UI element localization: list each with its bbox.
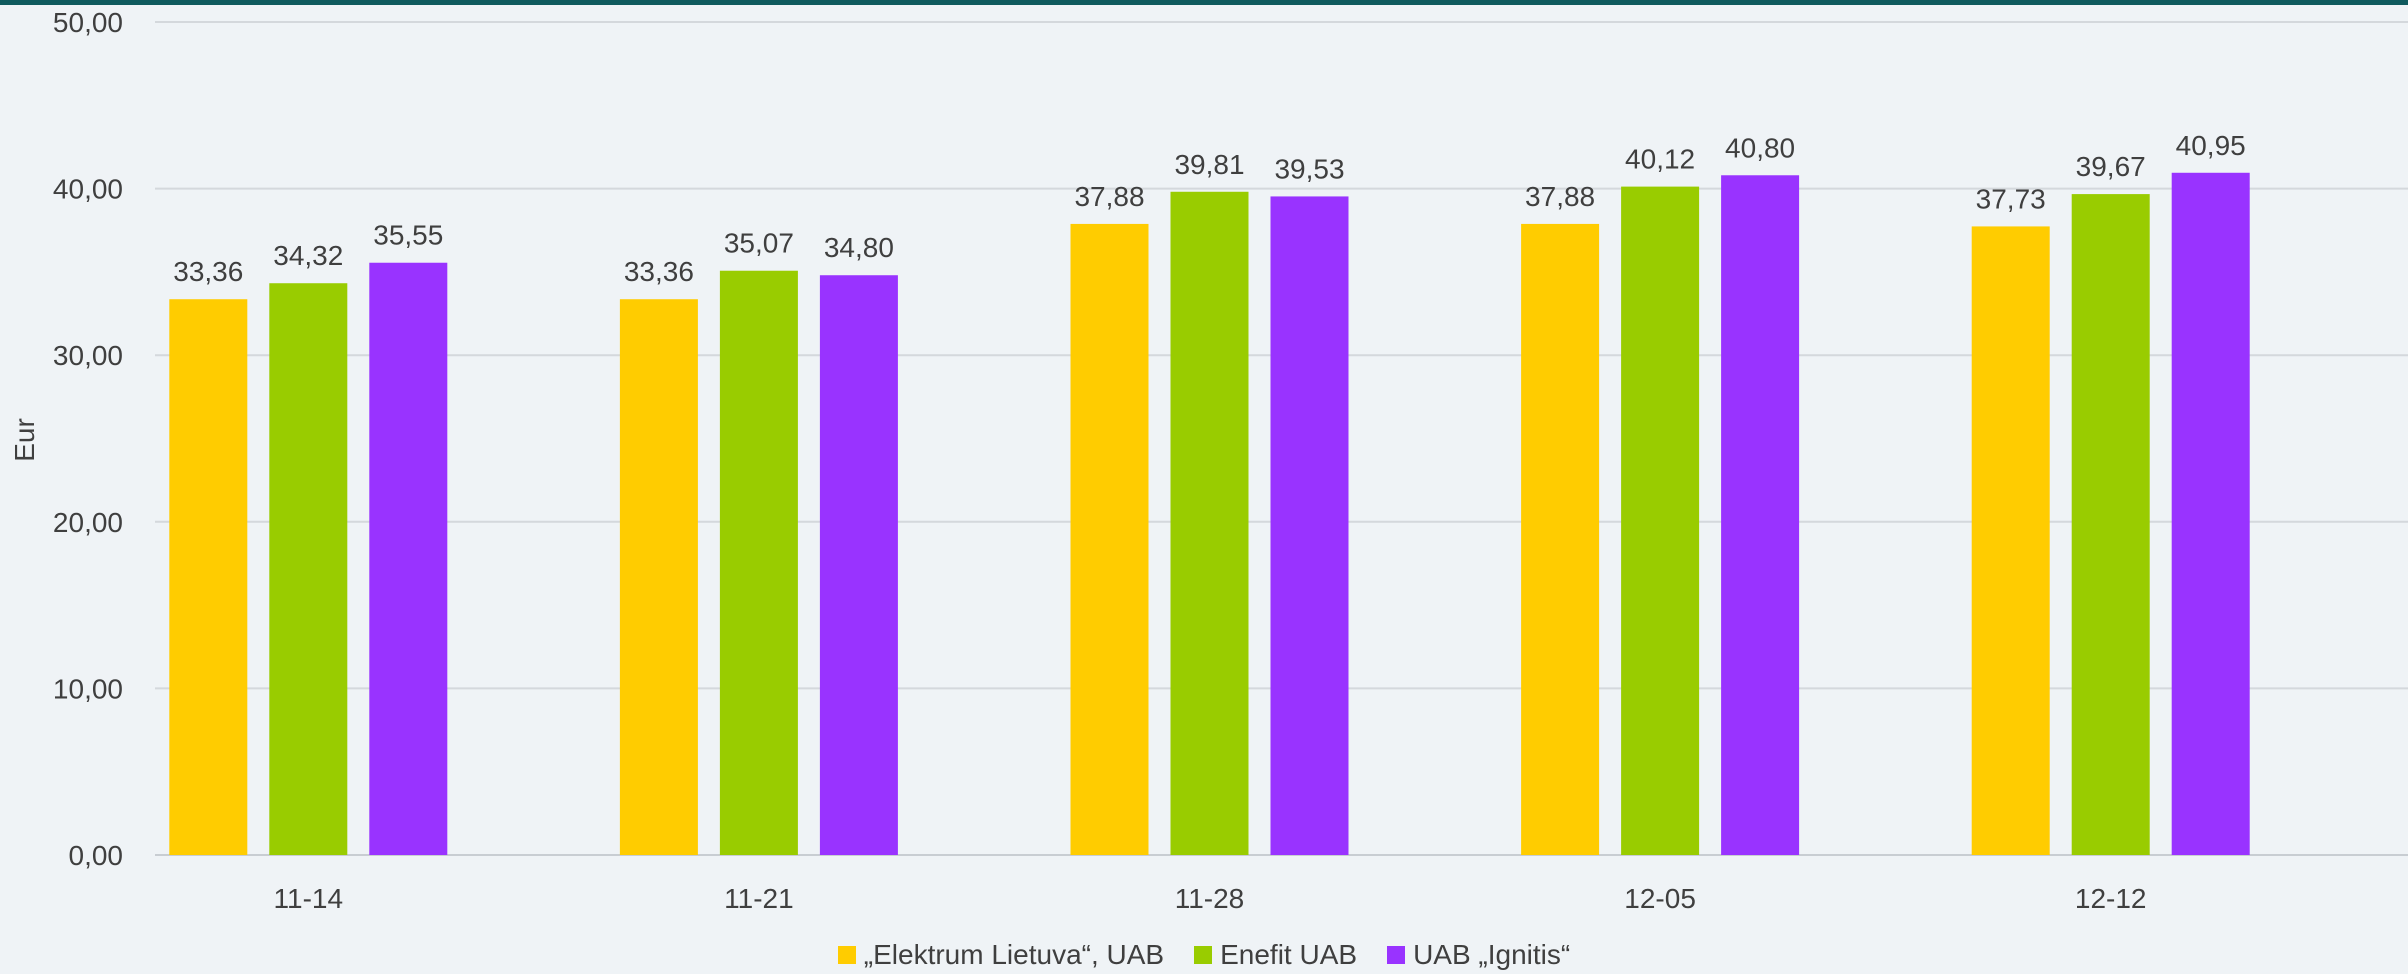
bar (1971, 226, 2050, 855)
bar (2071, 194, 2150, 856)
data-label: 37,73 (1976, 183, 2046, 214)
bar (719, 270, 798, 856)
data-label: 33,36 (173, 256, 243, 287)
legend-swatch (837, 946, 856, 964)
y-tick-label: 30,00 (53, 340, 123, 371)
bar (1621, 186, 1700, 855)
legend-label: „Elektrum Lietuva“, UAB (863, 939, 1165, 970)
bar (269, 283, 348, 856)
legend-swatch (1194, 946, 1213, 964)
data-label: 37,88 (1525, 181, 1595, 212)
legend-item: UAB „Ignitis“ (1387, 939, 1570, 971)
bar (1721, 175, 1800, 856)
data-label: 35,55 (373, 220, 443, 251)
data-label: 34,32 (273, 240, 343, 271)
legend: „Elektrum Lietuva“, UAB Enefit UAB UAB „Ig… (0, 936, 2408, 974)
bar (1270, 196, 1349, 856)
y-axis-title: Eur (9, 418, 40, 462)
data-label: 39,53 (1274, 153, 1344, 184)
bar (1070, 223, 1149, 856)
data-label: 40,12 (1625, 144, 1695, 175)
bar (169, 299, 248, 855)
bar (819, 275, 898, 855)
data-label: 39,81 (1174, 149, 1244, 180)
y-tick-label: 20,00 (53, 507, 123, 538)
y-tick-label: 0,00 (69, 840, 124, 871)
bar (2171, 172, 2250, 855)
legend-item: Enefit UAB (1194, 939, 1357, 971)
data-label: 33,36 (624, 256, 694, 287)
bar (1521, 223, 1600, 856)
bar (1170, 191, 1249, 856)
data-labels: 33,36 34,32 35,55 33,36 35,07 34,80 37,88 39,81… (173, 130, 2245, 287)
legend-item: „Elektrum Lietuva“, UAB (837, 939, 1165, 971)
bar (619, 299, 698, 855)
x-tick-label: 12-05 (1624, 883, 1696, 914)
top-accent-bar (0, 0, 2408, 5)
y-tick-label: 10,00 (53, 673, 123, 704)
data-label: 35,07 (724, 228, 794, 259)
y-tick-label: 40,00 (53, 174, 123, 205)
y-axis-ticks: 0,00 10,00 20,00 30,00 40,00 50,00 (53, 7, 123, 871)
data-label: 34,80 (824, 232, 894, 263)
legend-label: Enefit UAB (1220, 939, 1358, 970)
x-axis-ticks: 11-14 11-21 11-28 12-05 12-12 (274, 883, 2147, 914)
x-tick-label: 12-12 (2075, 883, 2147, 914)
data-label: 37,88 (1074, 181, 1144, 212)
bars (169, 172, 2250, 856)
x-tick-label: 11-14 (274, 883, 344, 914)
data-label: 40,80 (1725, 132, 1795, 163)
bar-chart: 0,00 10,00 20,00 30,00 40,00 50,00 33,36 34,32… (9, 7, 2408, 914)
legend-label: UAB „Ignitis“ (1413, 939, 1571, 970)
bar (369, 262, 448, 855)
legend-swatch (1387, 946, 1406, 964)
x-tick-label: 11-28 (1175, 883, 1245, 914)
y-tick-label: 50,00 (53, 7, 123, 38)
data-label: 39,67 (2076, 151, 2146, 182)
x-tick-label: 11-21 (724, 883, 794, 914)
data-label: 40,95 (2176, 130, 2246, 161)
